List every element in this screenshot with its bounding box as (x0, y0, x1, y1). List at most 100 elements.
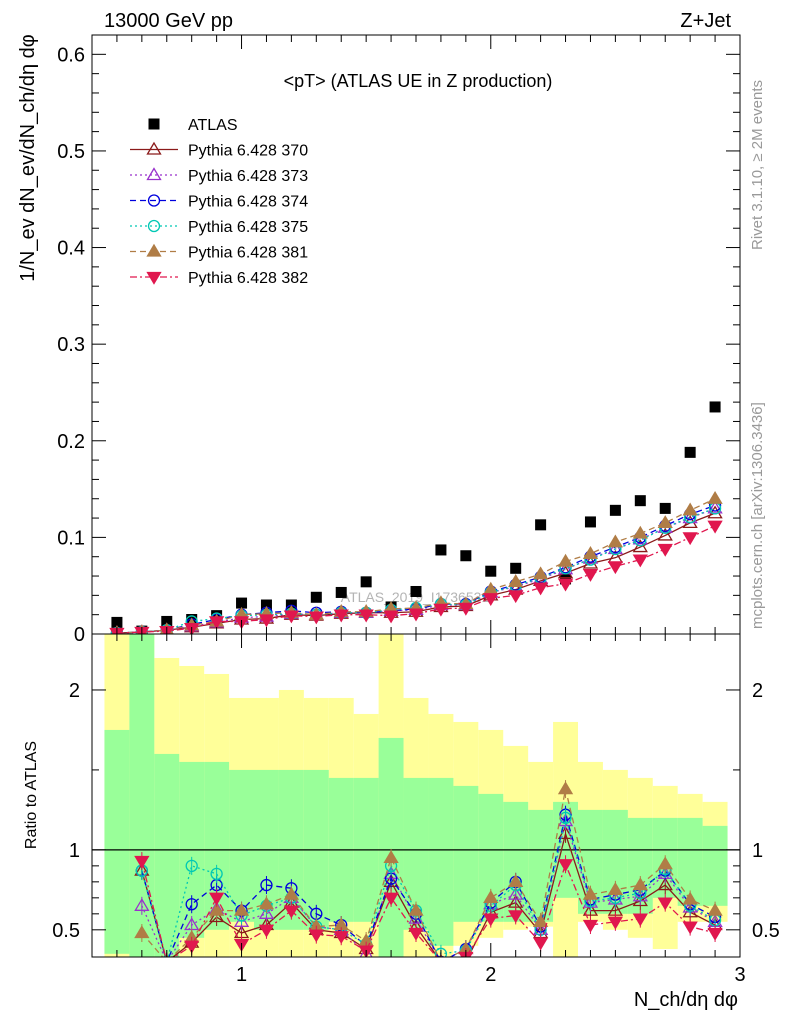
ratio-point (607, 916, 624, 930)
ratio-series-pythia-6-428-382 (134, 852, 723, 957)
ratio-point (657, 856, 673, 870)
ratio-point (632, 877, 648, 891)
data-point (632, 525, 648, 539)
ratio-point (607, 882, 624, 895)
y-tick-label: 0 (74, 624, 85, 646)
x-axis-label: N_ch/dη dφ (634, 989, 738, 1011)
band-inner-bin (528, 809, 554, 922)
y-tick-label: 0.2 (57, 431, 85, 453)
ratio-point (657, 897, 673, 911)
legend-item-atlas: ATLAS (148, 117, 238, 134)
y-tick-label: 0.1 (57, 527, 85, 549)
y-tick-label: 0.5 (57, 141, 85, 163)
ratio-point (258, 924, 275, 938)
data-point (308, 611, 324, 625)
x-tick-label: 2 (485, 964, 496, 986)
ratio-point (283, 905, 300, 919)
data-point (707, 500, 723, 514)
ratio-point (210, 867, 223, 881)
ratio-point (682, 891, 698, 905)
data-point (508, 590, 524, 604)
ratio-line (141, 831, 716, 957)
main-panel-series (109, 401, 723, 634)
data-point (258, 614, 275, 628)
ratio-point (508, 910, 524, 924)
legend-marker (147, 194, 161, 207)
data-point (460, 550, 472, 562)
ratio-point (557, 859, 574, 873)
data-point (433, 603, 449, 617)
data-point (709, 401, 721, 413)
ratio-line (141, 815, 716, 957)
analysis-watermark: ATLAS_2019_I1736531 (341, 589, 490, 605)
ratio-point (260, 878, 273, 892)
legend-item-pythia-6-428-381: Pythia 6.428 381 (130, 243, 308, 262)
ratio-point (233, 914, 250, 927)
ratio-point (208, 909, 225, 923)
ratio-point (707, 902, 723, 916)
x-tick-label: 3 (734, 964, 745, 986)
data-point (111, 616, 123, 628)
band-inner-bin (154, 753, 180, 957)
legend-item-pythia-6-428-375: Pythia 6.428 375 (130, 219, 308, 236)
y-tick-label: 0.3 (57, 334, 85, 356)
ratio-point (208, 892, 225, 906)
band-inner-bin (104, 729, 130, 954)
data-point (208, 616, 225, 630)
data-point (360, 576, 372, 588)
y-tick-label: 0.4 (57, 238, 85, 260)
data-point (435, 544, 447, 556)
ratio-y-tick-label-right: 1 (752, 840, 763, 862)
data-point (161, 615, 173, 627)
data-point (310, 591, 322, 603)
data-point (483, 593, 499, 607)
ratio-point (632, 913, 648, 927)
ratio-point (483, 913, 499, 927)
data-point (657, 527, 673, 541)
mcplots-reference-label: mcplots.cern.ch [arXiv:1306.3436] (749, 402, 766, 629)
data-point (532, 566, 549, 580)
data-point (333, 609, 349, 623)
data-point (335, 586, 347, 598)
data-point (532, 582, 549, 596)
ratio-point (134, 855, 150, 869)
data-point (707, 520, 723, 534)
data-point (607, 534, 624, 548)
ratio-point (134, 898, 150, 911)
data-point (657, 515, 673, 529)
main-y-axis-label: 1/N_ev dN_ev/dN_ch/dη dφ (17, 34, 39, 282)
band-inner-bin (453, 785, 479, 922)
ratio-y-tick-label-right: 2 (752, 680, 763, 702)
ratio-point (159, 956, 175, 957)
series-pythia-6-428-382 (109, 520, 723, 634)
band-inner-bin (229, 769, 254, 922)
ratio-point (185, 898, 198, 911)
legend-label: Pythia 6.428 374 (188, 194, 308, 211)
header-process-label: Z+Jet (680, 10, 731, 32)
ratio-line (141, 814, 716, 957)
data-point (582, 546, 599, 559)
ratio-point (383, 850, 399, 864)
data-point (535, 519, 547, 531)
data-point (410, 585, 422, 597)
data-point (260, 599, 272, 611)
data-point (707, 490, 723, 504)
legend-label: Pythia 6.428 375 (188, 219, 308, 236)
header-beam-label: 13000 GeV pp (104, 10, 233, 32)
data-point (657, 543, 673, 557)
data-point (485, 565, 497, 577)
ratio-point (532, 937, 549, 951)
data-point (508, 574, 524, 587)
legend-item-pythia-6-428-382: Pythia 6.428 382 (130, 270, 308, 287)
legend-label: ATLAS (188, 117, 238, 134)
band-inner-bin (702, 825, 728, 906)
legend-marker (146, 141, 162, 155)
ratio-point (308, 929, 324, 943)
ratio-point (707, 927, 723, 941)
rivet-version-label: Rivet 3.1.10, ≥ 2M events (749, 80, 766, 250)
band-inner-bin (378, 737, 404, 957)
ratio-y-tick-label: 2 (69, 680, 80, 702)
ratio-point (632, 893, 648, 907)
ratio-point (657, 877, 673, 891)
